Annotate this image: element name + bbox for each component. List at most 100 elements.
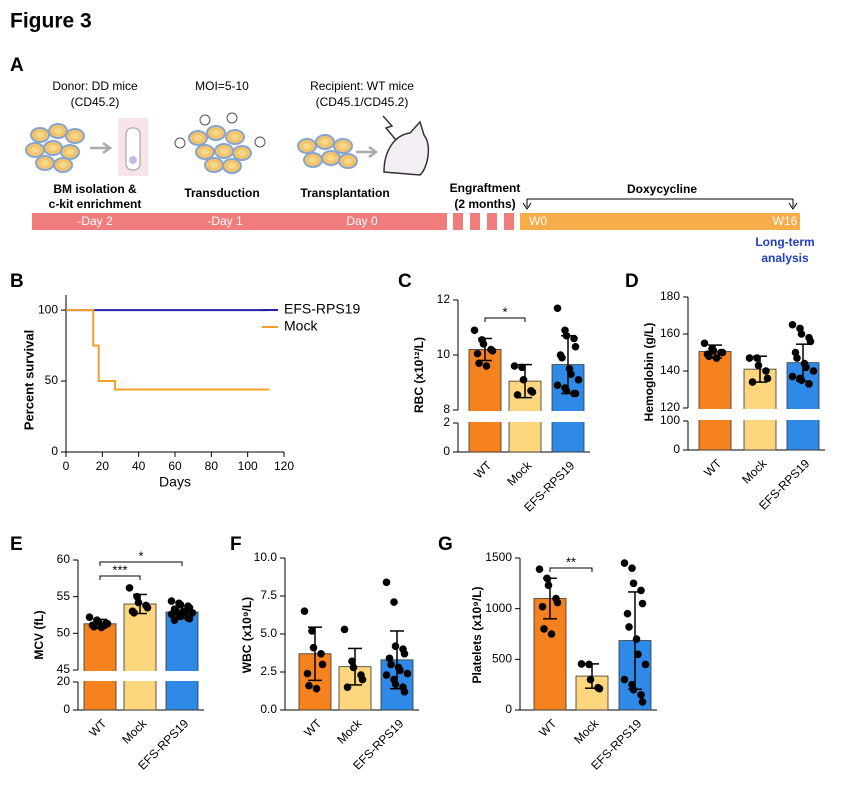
y-tick-label: 100 <box>660 413 680 427</box>
data-point <box>400 687 409 696</box>
x-tick-label: 100 <box>238 459 258 473</box>
data-point <box>85 613 94 621</box>
x-tick-label: 0 <box>63 459 70 473</box>
y-tick-label: 0 <box>673 442 680 456</box>
data-point <box>90 622 98 631</box>
y-tick-label: 60 <box>57 552 71 566</box>
data-point <box>638 599 647 608</box>
data-point <box>585 660 593 669</box>
transduction-icon <box>174 112 266 174</box>
x-tick-label: 40 <box>132 459 146 473</box>
data-point <box>574 375 583 384</box>
x-tick-label: WT <box>301 716 325 740</box>
x-tick-label: 120 <box>274 459 294 473</box>
data-point <box>788 372 797 381</box>
data-point <box>540 625 548 633</box>
data-point <box>396 666 404 675</box>
data-point <box>358 675 367 684</box>
y-tick-label: 10.0 <box>254 550 278 564</box>
day-label: W16 <box>773 214 798 228</box>
transplant-icon <box>297 134 358 169</box>
data-point <box>470 326 479 335</box>
y-tick-label: 20 <box>57 674 71 688</box>
y-axis-label: Hemoglobin (g/L) <box>642 323 656 422</box>
data-point <box>718 348 727 357</box>
data-point <box>94 617 103 626</box>
data-point <box>510 362 519 370</box>
data-point <box>300 607 309 615</box>
timeline-dash <box>504 213 514 230</box>
data-point <box>482 362 491 370</box>
arrow <box>90 141 113 155</box>
data-point <box>709 346 718 355</box>
data-point <box>343 683 352 691</box>
y-tick-label: 50 <box>57 626 71 640</box>
x-tick-label: WT <box>471 458 495 482</box>
tube-pellet <box>129 156 137 164</box>
label: Recipient: WT mice <box>310 79 414 93</box>
y-tick-label: 180 <box>660 289 680 303</box>
x-tick-label: 80 <box>205 459 219 473</box>
data-point <box>176 600 185 609</box>
data-point <box>518 363 526 372</box>
x-tick-label: 60 <box>168 459 182 473</box>
y-axis-label: WBC (x10⁹/L) <box>240 597 254 673</box>
data-point <box>562 331 571 340</box>
data-point <box>543 574 551 583</box>
data-point <box>805 380 813 388</box>
data-point <box>788 320 797 329</box>
data-point <box>797 330 806 338</box>
significance-bracket <box>484 317 526 322</box>
data-point <box>625 623 633 631</box>
data-point <box>318 660 327 669</box>
data-point <box>97 623 106 632</box>
cells-icon <box>25 123 85 173</box>
data-point <box>547 630 556 638</box>
data-point <box>705 352 713 361</box>
analysis-label: analysis <box>761 251 809 265</box>
data-point <box>629 579 638 588</box>
x-tick-label: Mock <box>739 456 770 487</box>
data-point <box>562 386 571 395</box>
data-point <box>762 367 770 375</box>
data-point <box>763 374 772 383</box>
data-point <box>308 627 316 635</box>
y-tick-label: 8 <box>443 402 450 416</box>
significance-label: * <box>502 304 507 319</box>
data-point <box>170 616 179 624</box>
y-axis-label: RBC (x10¹²/L) <box>412 337 426 413</box>
data-point <box>620 675 629 684</box>
y-tick-label: 0.0 <box>260 702 277 716</box>
data-point <box>544 581 553 590</box>
step-label: Transduction <box>184 186 259 200</box>
timeline-dash <box>453 213 463 230</box>
y-tick-label: 0 <box>63 702 70 716</box>
arrow <box>356 145 379 159</box>
step-label: BM isolation & <box>53 182 137 196</box>
significance-bracket <box>99 575 141 580</box>
y-tick-label: 120 <box>660 400 680 414</box>
data-point <box>513 391 522 399</box>
data-point <box>745 354 754 362</box>
x-tick-label: WT <box>701 456 725 480</box>
data-point <box>130 609 138 617</box>
timeline-dash <box>487 213 497 230</box>
data-point <box>595 684 604 693</box>
data-point <box>125 584 134 592</box>
data-point <box>571 342 580 351</box>
x-tick-label: Mock <box>334 716 365 747</box>
y-tick-label: 7.5 <box>260 588 277 602</box>
panel-letter: F <box>230 534 242 555</box>
data-point <box>382 578 391 587</box>
figure-title: Figure 3 <box>10 10 92 33</box>
y-axis-label: Platelets (x10⁹/L) <box>470 586 484 683</box>
data-point <box>806 337 815 346</box>
day-label: W0 <box>529 214 547 228</box>
y-tick-label: 0 <box>443 444 450 458</box>
data-point <box>309 643 318 652</box>
data-point <box>473 349 482 358</box>
data-point <box>623 609 632 618</box>
panel-letter: E <box>10 534 23 555</box>
panel-letter: G <box>438 534 453 555</box>
